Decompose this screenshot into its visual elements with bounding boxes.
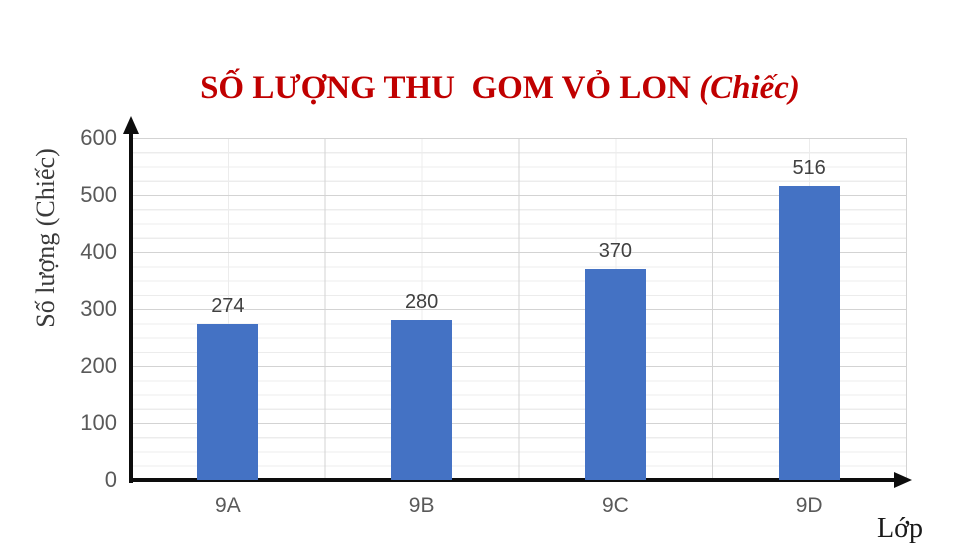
bar-value-label: 280 <box>404 291 439 314</box>
bar-value-label: 516 <box>792 156 826 179</box>
bar-value-label: 274 <box>211 294 245 317</box>
y-axis-line <box>129 132 133 483</box>
y-tick-label: 100 <box>80 410 117 435</box>
x-category-label: 9B <box>408 494 435 517</box>
x-category-label: 9C <box>601 494 629 517</box>
x-axis-line <box>129 478 895 482</box>
chart-title-unit: (Chiếc) <box>699 70 800 106</box>
chart-title: SỐ LƯỢNG THU GOM VỎ LON (Chiếc) <box>40 70 953 107</box>
bar-9A <box>197 323 259 480</box>
x-axis-arrow-icon <box>894 472 912 488</box>
bar-9B <box>391 320 453 480</box>
bar-9C <box>584 269 646 480</box>
bar-value-label: 370 <box>598 240 633 263</box>
y-tick-label: 400 <box>80 239 117 264</box>
x-category-label: 9A <box>215 494 241 517</box>
y-tick-label: 500 <box>80 182 117 207</box>
bar-9D <box>778 185 840 480</box>
plot-area <box>131 138 907 481</box>
y-tick-label: 200 <box>80 353 117 378</box>
y-tick-label: 0 <box>104 467 117 492</box>
y-axis-title: Số lượng (Chiếc) <box>31 148 60 328</box>
y-axis-arrow-icon <box>123 116 139 134</box>
x-axis-title: Lớp <box>877 513 923 544</box>
x-category-label: 9D <box>795 494 823 517</box>
y-tick-label: 300 <box>80 296 117 321</box>
y-tick-label: 600 <box>80 125 117 150</box>
chart-title-main: SỐ LƯỢNG THU GOM VỎ LON <box>200 70 700 106</box>
